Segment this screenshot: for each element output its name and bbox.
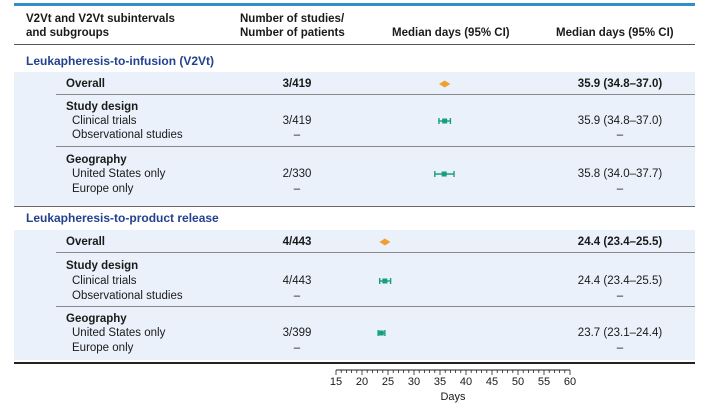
- s2-geo-label: Geography: [66, 313, 127, 325]
- overall-diamond-0: [438, 80, 451, 88]
- s2-design-row2-label: Observational studies: [72, 290, 183, 302]
- overall-diamond-3: [379, 238, 391, 246]
- s2-overall-label: Overall: [66, 236, 105, 248]
- s1-design-row2-ci: –: [616, 129, 624, 141]
- s2-design-row1-ci: 24.4 (23.4–25.5): [577, 275, 663, 287]
- x-tick-label-60: 60: [564, 376, 576, 388]
- s1-design-row1-ci: 35.9 (34.8–37.0): [577, 115, 663, 127]
- section-2-band: [14, 230, 695, 360]
- s1-design-label: Study design: [66, 101, 139, 113]
- s1-geo-row2-ci: –: [616, 183, 624, 195]
- s1-geo-row1-label: United States only: [72, 168, 166, 180]
- top-rule: [14, 3, 695, 6]
- header-col1-line1: V2Vt and V2Vt subintervals: [26, 13, 175, 25]
- x-tick-label-30: 30: [408, 376, 420, 388]
- s1-geo-label: Geography: [66, 154, 127, 166]
- bottom-rule: [14, 362, 695, 364]
- x-tick-label-15: 15: [330, 376, 342, 388]
- s2-geo-row1-n: 3/399: [282, 327, 312, 339]
- s1-design-separator: [56, 146, 695, 147]
- median-point-2: [441, 171, 447, 177]
- x-tick-label-45: 45: [486, 376, 498, 388]
- header-col2-line1: Number of studies/: [240, 13, 345, 25]
- s1-design-row2-label: Observational studies: [72, 129, 183, 141]
- x-tick-label-35: 35: [434, 376, 446, 388]
- x-tick-label-25: 25: [382, 376, 394, 388]
- s1-design-row1-n: 3/419: [282, 115, 312, 127]
- x-tick-label-55: 55: [538, 376, 550, 388]
- x-axis-label: Days: [440, 391, 466, 403]
- section-2-title: Leukapheresis-to-product release: [26, 211, 219, 225]
- header-col4: Median days (95% CI): [556, 27, 674, 39]
- s2-geo-row2-n: –: [293, 342, 301, 354]
- s2-design-row2-ci: –: [616, 290, 624, 302]
- median-point-1: [442, 118, 448, 124]
- section-separator: [14, 206, 695, 207]
- section-1-title: Leukapheresis-to-infusion (V2Vt): [26, 54, 215, 68]
- s1-geo-row2-n: –: [293, 183, 301, 195]
- s2-design-row1-label: Clinical trials: [72, 275, 137, 287]
- s1-overall-n: 3/419: [282, 78, 312, 90]
- s2-overall-ci: 24.4 (23.4–25.5): [577, 236, 663, 248]
- s2-geo-row2-label: Europe only: [72, 342, 134, 354]
- s2-geo-row1-ci: 23.7 (23.1–24.4): [577, 327, 663, 339]
- header-col3: Median days (95% CI): [392, 27, 510, 39]
- median-point-4: [382, 278, 388, 284]
- s2-design-row1-n: 4/443: [282, 275, 312, 287]
- s2-overall-n: 4/443: [282, 236, 312, 248]
- s1-overall-separator: [56, 94, 695, 95]
- s1-geo-row1-n: 2/330: [282, 168, 312, 180]
- s1-geo-row2-label: Europe only: [72, 183, 134, 195]
- s2-geo-row2-ci: –: [616, 342, 624, 354]
- header-col1-line2: and subgroups: [26, 27, 110, 39]
- header-col2: Number of studies/ Number of patients: [240, 12, 345, 40]
- s2-design-separator: [56, 306, 695, 307]
- s1-design-row1-label: Clinical trials: [72, 115, 137, 127]
- s1-design-row2-n: –: [293, 129, 301, 141]
- s1-overall-ci: 35.9 (34.8–37.0): [577, 78, 663, 90]
- s1-overall-label: Overall: [66, 78, 105, 90]
- s1-geo-row1-ci: 35.8 (34.0–37.7): [577, 168, 663, 180]
- x-tick-label-40: 40: [460, 376, 472, 388]
- header-col1: V2Vt and V2Vt subintervals and subgroups: [26, 12, 175, 40]
- s2-geo-row1-label: United States only: [72, 327, 166, 339]
- x-tick-label-20: 20: [356, 376, 368, 388]
- s2-design-label: Study design: [66, 260, 139, 272]
- header-separator: [14, 44, 695, 45]
- median-point-5: [378, 330, 384, 336]
- header-col2-line2: Number of patients: [240, 27, 345, 39]
- s2-overall-separator: [56, 252, 695, 253]
- x-tick-label-50: 50: [512, 376, 524, 388]
- s2-design-row2-n: –: [293, 290, 301, 302]
